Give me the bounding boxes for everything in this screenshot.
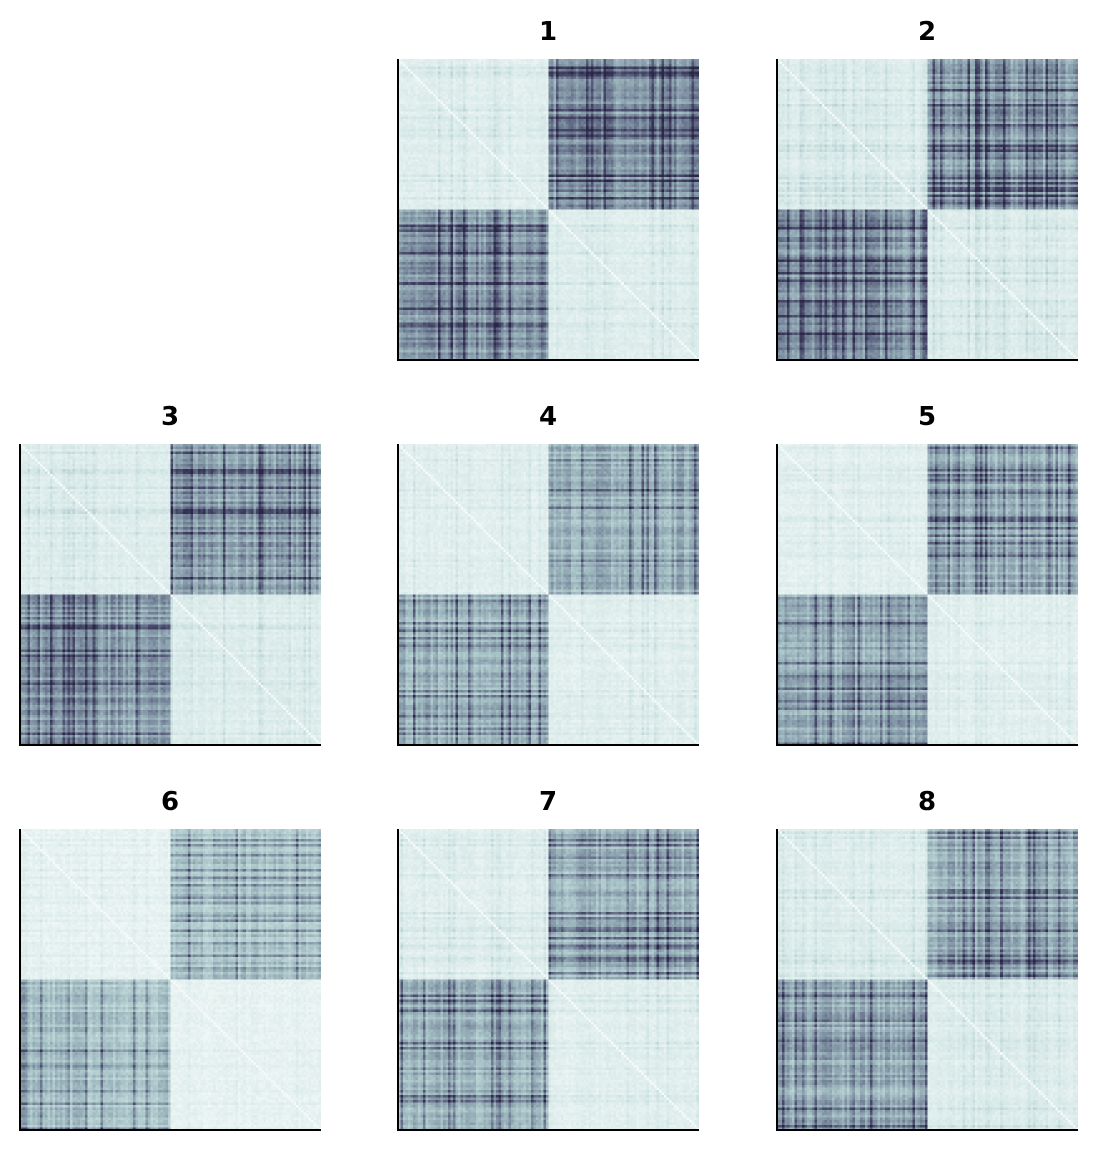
heatmap-panel-6: 6 (19, 787, 321, 1131)
y-axis-line (397, 829, 399, 1131)
x-axis-line (19, 1129, 321, 1131)
heatmap-matrix (20, 829, 321, 1130)
x-axis-line (397, 744, 699, 746)
heatmap-panel-1: 1 (397, 17, 699, 361)
panel-title: 4 (538, 402, 558, 432)
heatmap-matrix (777, 829, 1078, 1130)
panel-title: 5 (917, 402, 937, 432)
heatmap-matrix (398, 59, 699, 360)
x-axis-line (776, 744, 1078, 746)
y-axis-line (776, 59, 778, 361)
x-axis-line (397, 359, 699, 361)
y-axis-line (19, 829, 21, 1131)
heatmap-panel-4: 4 (397, 402, 699, 746)
y-axis-line (397, 59, 399, 361)
panel-title: 2 (917, 17, 937, 47)
y-axis-line (19, 444, 21, 746)
panel-title: 3 (160, 402, 180, 432)
heatmap-panel-5: 5 (776, 402, 1078, 746)
y-axis-line (397, 444, 399, 746)
panel-title: 8 (917, 787, 937, 817)
heatmap-matrix (777, 59, 1078, 360)
x-axis-line (397, 1129, 699, 1131)
y-axis-line (776, 444, 778, 746)
heatmap-panel-7: 7 (397, 787, 699, 1131)
heatmap-matrix (398, 829, 699, 1130)
panel-title: 1 (538, 17, 558, 47)
y-axis-line (776, 829, 778, 1131)
x-axis-line (776, 1129, 1078, 1131)
heatmap-panel-8: 8 (776, 787, 1078, 1131)
x-axis-line (776, 359, 1078, 361)
heatmap-matrix (398, 444, 699, 745)
heatmap-matrix (20, 444, 321, 745)
panel-title: 6 (160, 787, 180, 817)
heatmap-panel-2: 2 (776, 17, 1078, 361)
heatmap-panel-3: 3 (19, 402, 321, 746)
panel-title: 7 (538, 787, 558, 817)
x-axis-line (19, 744, 321, 746)
heatmap-matrix (777, 444, 1078, 745)
